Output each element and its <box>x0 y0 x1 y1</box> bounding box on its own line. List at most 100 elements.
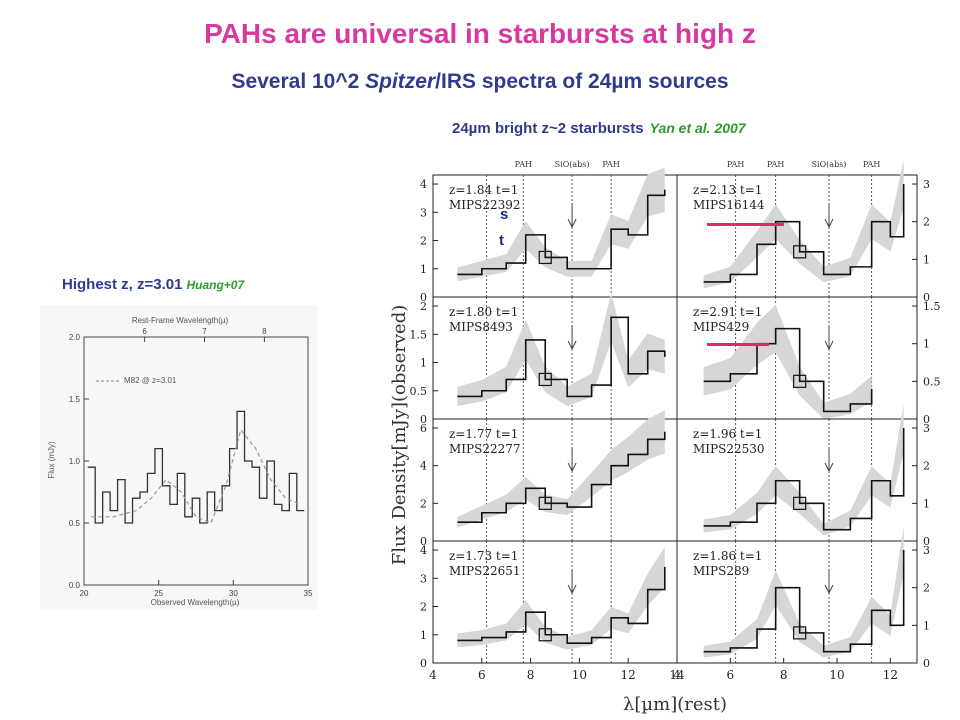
sio-arrow <box>824 203 834 229</box>
spectrum-line <box>457 431 666 523</box>
slide-subtitle: Several 10^2 Spitzer/IRS spectra of 24µm… <box>0 70 960 94</box>
panel-redshift: z=1.96 t=1 <box>693 427 762 441</box>
ytick-label: 0 <box>420 657 427 670</box>
huang-ytick-label: 0.0 <box>69 581 81 590</box>
huang-ylabel: Flux (mJy) <box>47 441 56 479</box>
huang-ytick-label: 1.0 <box>69 457 81 466</box>
slide-title: PAHs are universal in starbursts at high… <box>204 18 756 49</box>
error-band <box>457 410 665 528</box>
left-caption-text: Highest z, z=3.01 <box>62 276 183 293</box>
huang-ytick-label: 2.0 <box>69 333 81 342</box>
ytick-label: 0 <box>923 413 930 426</box>
ytick-label: 0 <box>420 291 427 304</box>
huang-spectrum-plot: Rest-Frame Wavelength(µ) Flux (mJy) Obse… <box>40 305 318 610</box>
feature-label: PAH <box>767 160 784 169</box>
subtitle-part-1: Several 10^2 <box>231 70 366 93</box>
panel-source-name: MIPS22651 <box>449 564 521 578</box>
sio-arrow <box>824 325 834 351</box>
spectrum-line <box>457 316 666 398</box>
subtitle-part-2: /IRS spectra of 24µm sources <box>435 70 729 93</box>
spectrum-line <box>703 327 873 413</box>
xtick-label: 14 <box>669 668 685 682</box>
error-band <box>703 304 872 419</box>
marker-box <box>538 372 552 387</box>
spectrum-line <box>703 184 905 283</box>
yan-xlabel: λ[µm](rest) <box>623 694 727 715</box>
spectrum-line <box>703 428 905 531</box>
right-caption-text: 24µm bright z~2 starbursts <box>452 120 644 137</box>
xtick-label: 10 <box>572 668 587 682</box>
overlay-t: t <box>499 232 504 249</box>
panel-source-name: MIPS16144 <box>693 198 765 212</box>
panel-redshift: z=1.77 t=1 <box>449 427 518 441</box>
subtitle-italic: Spitzer <box>365 70 436 93</box>
huang-ytick-label: 1.5 <box>69 395 81 404</box>
ytick-label: 3 <box>420 206 427 219</box>
ytick-label: 1 <box>923 619 930 632</box>
huang-xtick-label: 20 <box>80 589 89 598</box>
ytick-label: 3 <box>923 544 930 557</box>
feature-labels: PAH SiO(abs) PAH PAH PAH SiO(abs) PAH <box>515 160 881 169</box>
spectrum-line <box>457 566 666 645</box>
panel-source-name: MIPS289 <box>693 564 749 578</box>
xtick-label: 10 <box>829 668 844 682</box>
highlight-bar-2 <box>707 343 769 346</box>
sio-arrow <box>567 325 577 351</box>
huang-m82-line <box>91 428 301 524</box>
yan-spectra-figure: Flux Density[mJy](observed) λ[µm](rest) … <box>389 159 941 715</box>
huang-xtick-label: 30 <box>229 589 238 598</box>
ytick-label: 1.5 <box>923 300 941 313</box>
ytick-label: 2 <box>923 460 930 473</box>
left-caption: Highest z, z=3.01 Huang+07 <box>62 276 244 293</box>
top-axis-label: Rest-Frame Wavelength(µ) <box>132 316 229 325</box>
ytick-label: 0 <box>923 291 930 304</box>
ytick-label: 0 <box>923 657 930 670</box>
error-band <box>457 546 665 650</box>
error-band <box>457 293 665 407</box>
ytick-label: 4 <box>420 544 427 557</box>
sio-arrow <box>824 447 834 473</box>
highlight-bar-1 <box>707 223 784 226</box>
panel-redshift: z=1.73 t=1 <box>449 549 518 563</box>
panel-source-name: MIPS8493 <box>449 320 513 334</box>
feature-label: PAH <box>515 160 532 169</box>
ytick-label: 1 <box>420 357 427 370</box>
xtick-label: 6 <box>727 668 735 682</box>
huang-xtick-label: 35 <box>304 589 313 598</box>
ytick-label: 1 <box>420 263 427 276</box>
ytick-label: 0.5 <box>410 385 428 398</box>
panel-source-name: MIPS22530 <box>693 442 765 456</box>
xtick-label: 8 <box>780 668 788 682</box>
panel-redshift: z=1.84 t=1 <box>449 183 518 197</box>
marker-box <box>538 496 552 510</box>
xtick-label: 12 <box>883 668 898 682</box>
ytick-label: 3 <box>923 178 930 191</box>
right-caption: 24µm bright z~2 starbursts Yan et al. 200… <box>452 120 746 137</box>
error-band <box>703 403 904 536</box>
feature-label: PAH <box>602 160 619 169</box>
sio-arrow <box>567 203 577 229</box>
huang-top-tick-label: 8 <box>262 327 267 336</box>
marker-box <box>793 626 807 640</box>
ytick-label: 6 <box>420 422 427 435</box>
ytick-label: 1.5 <box>410 328 428 341</box>
sio-arrow <box>824 569 834 595</box>
sio-arrow <box>567 447 577 473</box>
marker-box <box>793 374 807 388</box>
xtick-label: 4 <box>429 668 437 682</box>
error-band <box>703 525 904 658</box>
xtick-label: 8 <box>527 668 535 682</box>
ytick-label: 2 <box>923 216 930 229</box>
ytick-label: 3 <box>420 572 427 585</box>
huang-data-line <box>87 410 305 524</box>
ytick-label: 1 <box>923 497 930 510</box>
panel-redshift: z=2.13 t=1 <box>693 183 762 197</box>
